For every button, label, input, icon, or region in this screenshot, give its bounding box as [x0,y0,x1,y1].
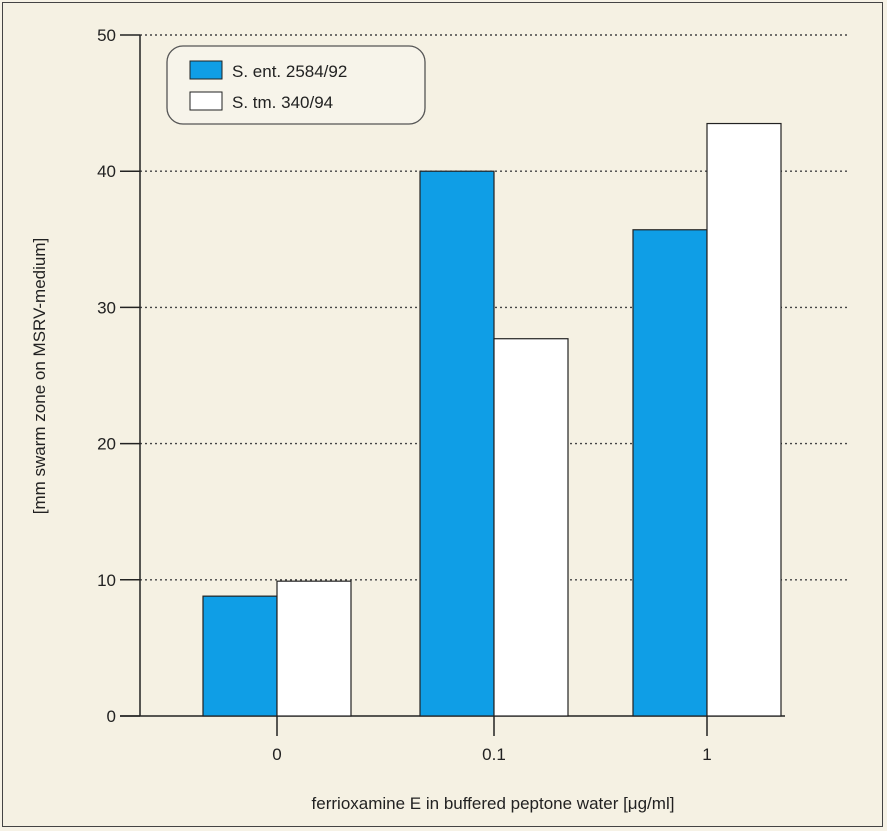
y-tick-label: 30 [97,298,116,317]
x-axis-title: ferrioxamine E in buffered peptone water… [312,794,675,813]
x-tick-label: 0 [272,745,281,764]
y-tick-label: 10 [97,571,116,590]
y-tick-label: 40 [97,162,116,181]
x-tick-label: 1 [702,745,711,764]
legend-swatch-s-tm [189,91,223,111]
legend-box [166,45,426,125]
bar-s-ent [419,170,495,717]
legend-label-s-tm: S. tm. 340/94 [232,93,333,112]
y-tick-label: 20 [97,435,116,454]
y-tick-label: 50 [97,26,116,45]
bar-s-tm [706,122,782,717]
bar-s-tm [276,580,352,717]
bar-s-tm [493,338,569,717]
y-tick-label: 0 [107,707,116,726]
x-tick-label: 0.1 [482,745,506,764]
bar-s-ent [632,229,708,717]
legend: S. ent. 2584/92 S. tm. 340/94 [166,45,426,125]
legend-swatch-s-ent [189,60,223,80]
y-ticks: 0 10 20 30 40 50 [97,26,140,726]
x-ticks: 0 0.1 1 [272,716,712,764]
bar-s-ent [202,595,278,717]
y-axis-title: [mm swarm zone on MSRV-medium] [30,238,49,514]
legend-label-s-ent: S. ent. 2584/92 [232,62,347,81]
bars [202,122,782,717]
